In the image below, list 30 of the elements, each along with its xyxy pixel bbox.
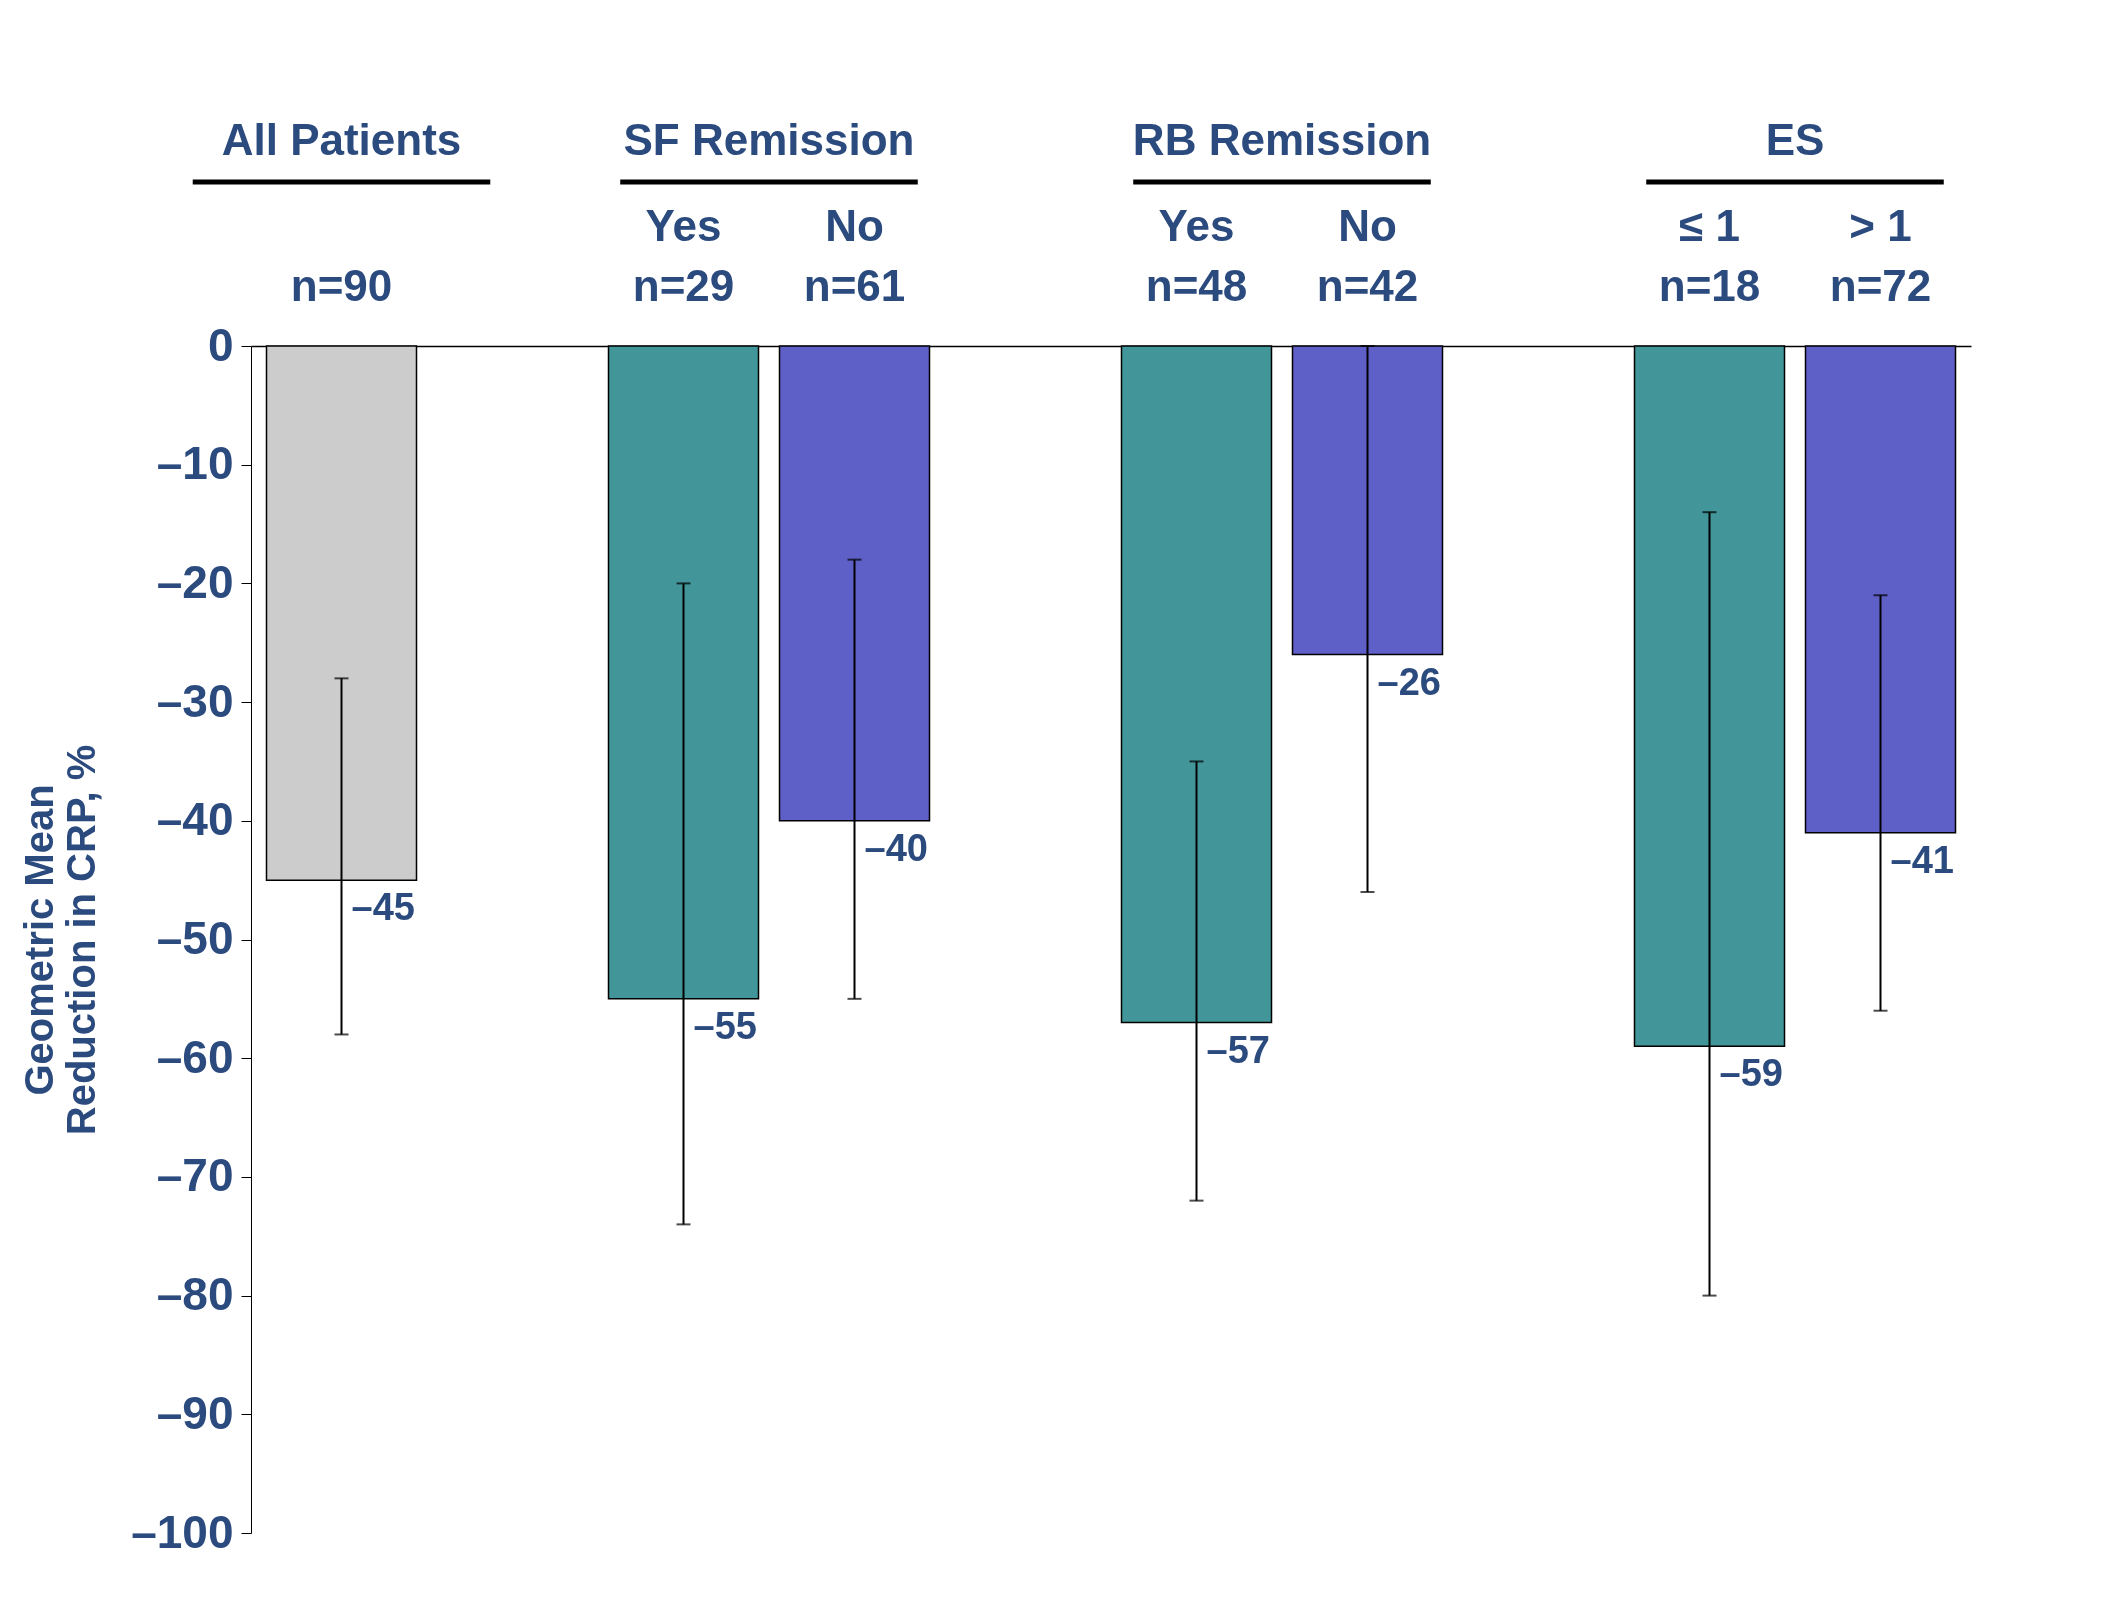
data-label: –45 <box>351 886 415 929</box>
text: RB Remission <box>1132 115 1432 164</box>
y-tick-label: –70 <box>156 1149 234 1202</box>
y-tick-label: –50 <box>156 912 234 964</box>
text: All Patients <box>221 115 462 164</box>
y-tick-label: –40 <box>156 793 234 846</box>
category-label: Yes n=48 <box>1145 201 1248 310</box>
data-label: –40 <box>864 826 928 869</box>
category-label: > 1 n=72 <box>1829 201 1932 310</box>
category-label: Yes n=29 <box>632 201 735 310</box>
x-tick-label: n=90 <box>290 261 393 310</box>
y-tick-label: –20 <box>156 555 234 608</box>
y-tick-label: –10 <box>156 437 234 490</box>
category-label: No n=61 <box>803 201 906 310</box>
y-tick-label: 0 <box>207 318 234 371</box>
data-label: –41 <box>1890 838 1954 881</box>
category-label: No n=42 <box>1316 201 1419 310</box>
y-tick-label: –60 <box>156 1030 234 1083</box>
text: ES <box>1765 115 1825 164</box>
data-label: –55 <box>693 1004 757 1047</box>
y-tick-label: –30 <box>156 674 234 727</box>
category-label: ≤ 1 n=18 <box>1658 201 1761 310</box>
data-label: –26 <box>1377 660 1441 703</box>
y-tick-label: –80 <box>156 1268 234 1321</box>
y-axis-title: Geometric Mean Reduction in CRP, % <box>17 744 104 1136</box>
text: SF Remission <box>623 115 915 164</box>
y-tick-label: –90 <box>156 1386 234 1439</box>
data-label: –57 <box>1206 1028 1270 1071</box>
data-label: –59 <box>1719 1052 1783 1095</box>
y-tick-label: –100 <box>131 1505 234 1558</box>
